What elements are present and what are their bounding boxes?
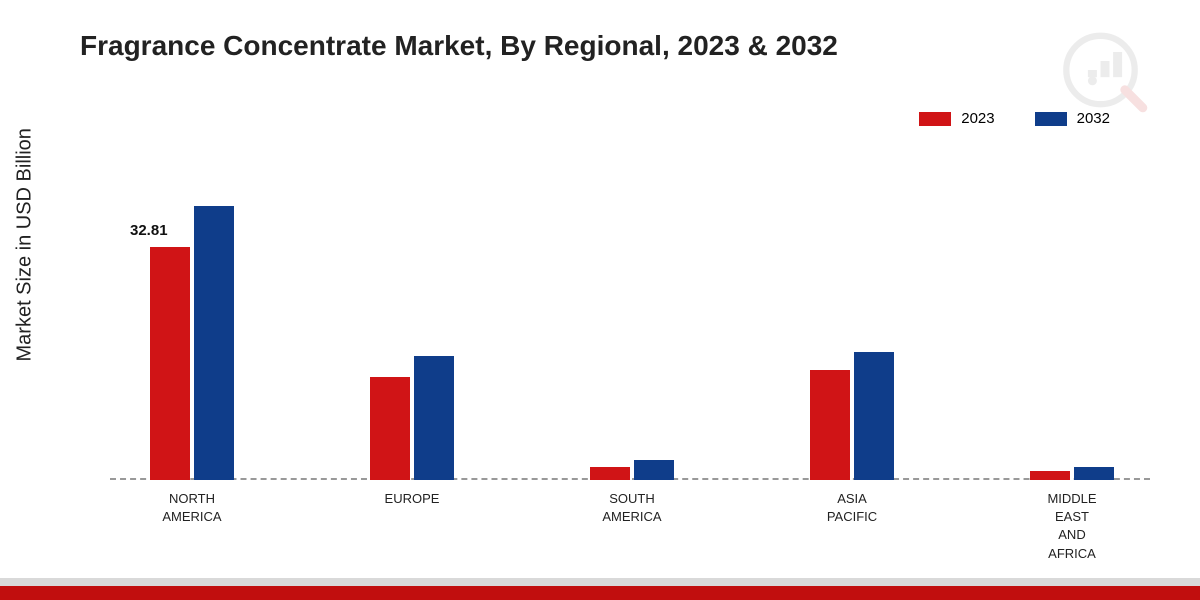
bar: [370, 377, 410, 480]
chart-title: Fragrance Concentrate Market, By Regiona…: [80, 30, 838, 62]
x-axis-labels: NORTHAMERICA EUROPE SOUTHAMERICA ASIAPACIFI…: [110, 490, 1150, 570]
value-label: 32.81: [130, 222, 168, 239]
legend-swatch: [1035, 112, 1067, 126]
bar-group: [370, 356, 454, 480]
bar: [1074, 467, 1114, 480]
bar: [854, 352, 894, 480]
y-axis-label: Market Size in USD Billion: [14, 128, 37, 361]
logo-watermark-icon: [1060, 25, 1150, 115]
x-category-label: SOUTHAMERICA: [572, 490, 692, 526]
bar-group: [810, 352, 894, 480]
bar: [634, 460, 674, 480]
bar: [590, 467, 630, 480]
legend: 2023 2032: [919, 110, 1110, 127]
legend-label: 2032: [1077, 110, 1110, 127]
bar-group: [150, 206, 234, 480]
legend-label: 2023: [961, 110, 994, 127]
legend-item-2032: 2032: [1035, 110, 1110, 127]
chart-area: 32.81: [110, 160, 1150, 480]
x-category-label: MIDDLEEASTANDAFRICA: [1012, 490, 1132, 563]
bar: [810, 370, 850, 480]
x-category-label: EUROPE: [352, 490, 472, 508]
legend-swatch: [919, 112, 951, 126]
legend-item-2023: 2023: [919, 110, 994, 127]
x-category-label: ASIAPACIFIC: [792, 490, 912, 526]
x-category-label: NORTHAMERICA: [132, 490, 252, 526]
bar-group: [1030, 467, 1114, 480]
footer-grey-bar: [0, 578, 1200, 586]
bar: [194, 206, 234, 480]
footer-red-bar: [0, 586, 1200, 600]
bar: [414, 356, 454, 480]
bar: [1030, 471, 1070, 480]
bar: [150, 247, 190, 480]
bar-group: [590, 460, 674, 480]
